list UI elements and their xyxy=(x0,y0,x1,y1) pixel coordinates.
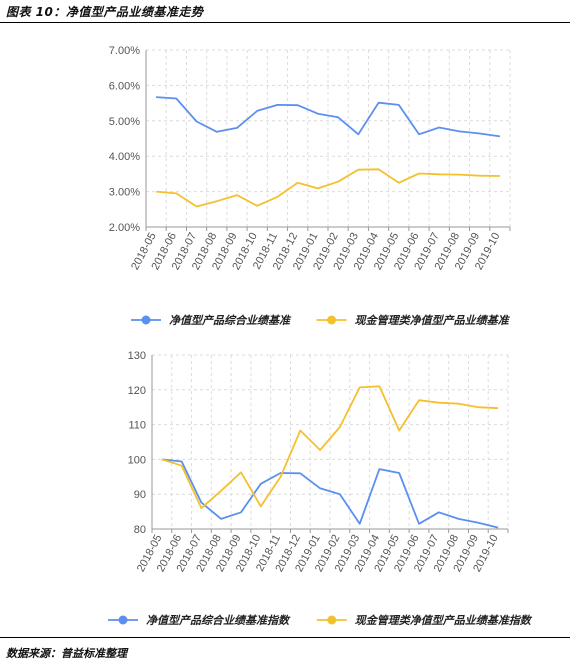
chart-benchmark-index: 80901001101201302018-052018-062018-07201… xyxy=(108,350,533,627)
y-tick-label: 120 xyxy=(128,385,146,397)
source-note: 数据来源：普益标准整理 xyxy=(6,647,127,660)
legend-marker xyxy=(118,615,128,625)
y-tick-label: 4.00% xyxy=(109,151,140,163)
y-tick-label: 130 xyxy=(128,350,146,362)
top-rule xyxy=(0,22,570,23)
legend-label: 现金管理类净值型产品业绩基准指数 xyxy=(355,614,533,627)
series-line xyxy=(156,168,500,208)
y-tick-label: 110 xyxy=(128,420,146,432)
y-tick-label: 90 xyxy=(134,489,146,501)
legend-label: 净值型产品综合业绩基准指数 xyxy=(146,614,291,627)
chart-benchmark-rates: 2.00%3.00%4.00%5.00%6.00%7.00%2018-05201… xyxy=(109,45,511,327)
legend-marker xyxy=(327,615,337,625)
y-tick-label: 3.00% xyxy=(109,187,140,199)
y-tick-label: 2.00% xyxy=(109,222,140,234)
y-tick-label: 80 xyxy=(134,524,146,536)
bottom-rule xyxy=(0,637,570,638)
y-tick-label: 7.00% xyxy=(109,45,140,57)
y-tick-label: 100 xyxy=(128,454,146,466)
figure-title: 图表 10：净值型产品业绩基准走势 xyxy=(6,5,204,19)
legend-label: 现金管理类净值型产品业绩基准 xyxy=(355,314,511,327)
legend-marker xyxy=(327,315,337,325)
series-line xyxy=(161,458,499,529)
y-tick-label: 6.00% xyxy=(109,80,140,92)
y-tick-label: 5.00% xyxy=(109,116,140,128)
series-line xyxy=(156,96,501,138)
legend-label: 净值型产品综合业绩基准 xyxy=(169,314,292,327)
series-line xyxy=(161,385,499,510)
legend-marker xyxy=(141,315,151,325)
